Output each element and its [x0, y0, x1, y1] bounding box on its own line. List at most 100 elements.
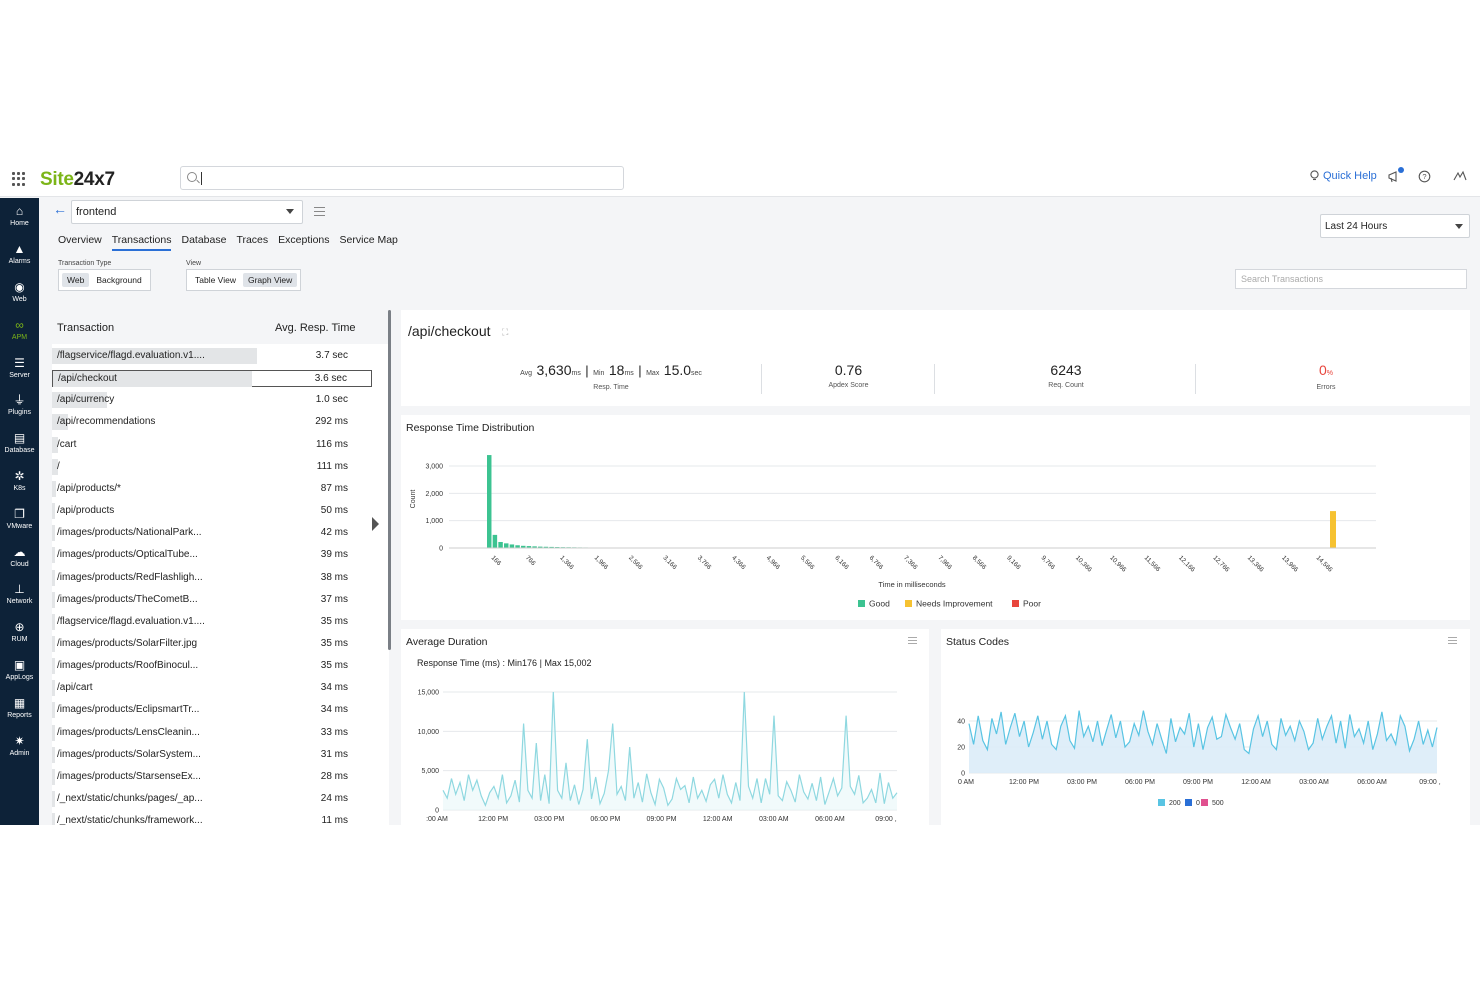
monitor-select[interactable]: frontend: [71, 200, 303, 224]
transaction-row[interactable]: /api/cart 34 ms: [52, 680, 372, 697]
sidebar-item-label: Alarms: [8, 258, 31, 266]
transaction-row[interactable]: /flagservice/flagd.evaluation.v1.... 35 m…: [52, 613, 372, 630]
tab-database[interactable]: Database: [181, 234, 227, 246]
column-header-transaction[interactable]: Transaction: [57, 322, 115, 334]
transaction-name: /images/products/RedFlashligh...: [57, 571, 203, 583]
menu-icon[interactable]: [314, 207, 325, 218]
site24x7-logo[interactable]: Site24x7: [40, 169, 115, 190]
chart-menu-icon[interactable]: [1448, 637, 1457, 646]
global-search-input[interactable]: [180, 166, 624, 190]
x-tick-label: 12:00 PM: [478, 816, 508, 823]
transaction-row[interactable]: /images/products/SolarFilter.jpg 35 ms: [52, 635, 372, 652]
transaction-summary-panel: /api/checkout ⛶ Avg 3,630ms | Min 18ms |…: [401, 310, 1470, 406]
sidebar-item-reports[interactable]: ▦ Reports: [0, 689, 39, 727]
transaction-row[interactable]: /images/products/SolarSystem... 31 ms: [52, 746, 372, 763]
sidebar-item-apm[interactable]: ∞ APM: [0, 311, 39, 349]
transaction-name: /images/products/SolarFilter.jpg: [57, 637, 198, 649]
sidebar-item-admin[interactable]: ✷ Admin: [0, 727, 39, 765]
transaction-name: /api/currency: [57, 394, 115, 406]
sidebar-item-rum[interactable]: ⊕ RUM: [0, 614, 39, 652]
app-grid-icon[interactable]: [12, 172, 26, 186]
expand-icon[interactable]: ⛶: [502, 327, 509, 337]
search-transactions-input[interactable]: Search Transactions: [1235, 269, 1467, 289]
transaction-row[interactable]: /images/products/NationalPark... 42 ms: [52, 525, 372, 542]
transaction-row[interactable]: /_next/static/chunks/pages/_ap... 24 ms: [52, 791, 372, 807]
quick-help-link[interactable]: Quick Help: [1310, 170, 1377, 182]
y-tick-label: 20: [957, 745, 965, 752]
legend-label: 200: [1169, 800, 1181, 807]
transaction-row[interactable]: /images/products/StarsenseEx... 28 ms: [52, 768, 372, 785]
tab-service-map[interactable]: Service Map: [339, 234, 398, 246]
announcement-icon[interactable]: [1387, 170, 1401, 186]
transaction-row[interactable]: /api/products 50 ms: [52, 503, 372, 520]
sidebar-item-applogs[interactable]: ▣ AppLogs: [0, 652, 39, 690]
time-range-select[interactable]: Last 24 Hours: [1320, 214, 1470, 238]
bar-needs-improvement: [1330, 511, 1336, 548]
transaction-row[interactable]: /images/products/RedFlashligh... 38 ms: [52, 569, 372, 586]
transaction-row[interactable]: /images/products/RoofBinocul... 35 ms: [52, 658, 372, 675]
scrollbar[interactable]: [388, 310, 391, 650]
bar-good: [521, 545, 526, 548]
transaction-row[interactable]: /api/products/* 87 ms: [52, 480, 372, 497]
tab-overview[interactable]: Overview: [58, 234, 102, 246]
transaction-row[interactable]: /cart 116 ms: [52, 436, 372, 453]
transaction-avg-time: 34 ms: [320, 682, 348, 694]
sidebar-item-plugins[interactable]: ⏚ Plugins: [0, 387, 39, 425]
user-avatar-icon[interactable]: [1452, 170, 1468, 186]
transaction-row[interactable]: /flagservice/flagd.evaluation.v1.... 3.7 …: [52, 348, 372, 364]
view-table-view-button[interactable]: Table View: [195, 275, 236, 285]
x-tick-label: 4,966: [765, 554, 782, 571]
chart-menu-icon[interactable]: [908, 637, 917, 646]
sidebar-item-label: Web: [12, 295, 27, 303]
sidebar-item-label: APM: [11, 333, 28, 341]
sidebar-item-network[interactable]: ⊥ Network: [0, 576, 39, 614]
sidebar-item-home[interactable]: ⌂ Home: [0, 198, 39, 236]
transaction-row[interactable]: /api/checkout 3.6 sec: [52, 370, 372, 388]
transaction-row[interactable]: /_next/static/chunks/framework... 11 ms: [52, 813, 372, 825]
sidebar-item-k8s[interactable]: ✲ K8s: [0, 463, 39, 501]
type-background-button[interactable]: Background: [96, 275, 142, 285]
sidebar-item-alarms[interactable]: ▲ Alarms: [0, 236, 39, 274]
transaction-name: /api/products/*: [57, 482, 121, 494]
bar-good: [492, 534, 498, 548]
sidebar-item-label: Home: [10, 220, 29, 228]
transaction-avg-time: 1.0 sec: [315, 394, 348, 406]
y-tick-label: 10,000: [418, 729, 440, 736]
type-web-button[interactable]: Web: [62, 273, 90, 287]
transaction-row[interactable]: /images/products/EclipsmartTr... 34 ms: [52, 702, 372, 719]
status-codes-title: Status Codes: [946, 636, 1010, 648]
view-label: View: [186, 260, 202, 267]
view-graph-view-button[interactable]: Graph View: [242, 273, 298, 287]
tab-traces[interactable]: Traces: [236, 234, 269, 246]
sidebar-item-label: K8s: [13, 484, 26, 492]
transaction-row[interactable]: /images/products/LensCleanin... 33 ms: [52, 724, 372, 741]
transaction-row[interactable]: /images/products/TheCometB... 37 ms: [52, 591, 372, 608]
binoculars-icon: ∞: [15, 317, 24, 332]
series-area: [443, 692, 897, 810]
transaction-row[interactable]: /images/products/OpticalTube... 39 ms: [52, 547, 372, 564]
x-tick-label: 06:00 AM: [1357, 779, 1387, 786]
helm-icon: ✲: [14, 468, 25, 483]
help-icon[interactable]: ?: [1418, 170, 1431, 186]
column-header-avg-resp-time[interactable]: Avg. Resp. Time: [275, 322, 356, 334]
legend-label: 0: [1196, 800, 1200, 807]
sidebar-item-server[interactable]: ☰ Server: [0, 349, 39, 387]
transaction-row[interactable]: /api/currency 1.0 sec: [52, 392, 372, 409]
transaction-row[interactable]: /api/recommendations 292 ms: [52, 414, 372, 431]
tab-transactions[interactable]: Transactions: [111, 234, 172, 251]
sidebar-item-cloud[interactable]: ☁ Cloud: [0, 538, 39, 576]
monitor-tabs: Overview Transactions Database Traces Except…: [58, 234, 398, 251]
sidebar-item-web[interactable]: ◉ Web: [0, 274, 39, 312]
sidebar-item-vmware[interactable]: ❐ VMware: [0, 500, 39, 538]
response-time-bar: [52, 591, 55, 608]
bar-good: [543, 546, 549, 548]
transaction-type-label: Transaction Type: [58, 260, 112, 267]
sidebar-item-database[interactable]: ▤ Database: [0, 425, 39, 463]
tab-exceptions[interactable]: Exceptions: [278, 234, 330, 246]
view-toggle: Table View Graph View: [186, 269, 302, 291]
transaction-avg-time: 37 ms: [320, 593, 348, 605]
back-arrow-icon[interactable]: ←: [53, 201, 67, 217]
sidebar-item-label: Cloud: [10, 560, 29, 568]
transaction-row[interactable]: / 111 ms: [52, 458, 372, 475]
transaction-name: /api/cart: [57, 682, 93, 694]
